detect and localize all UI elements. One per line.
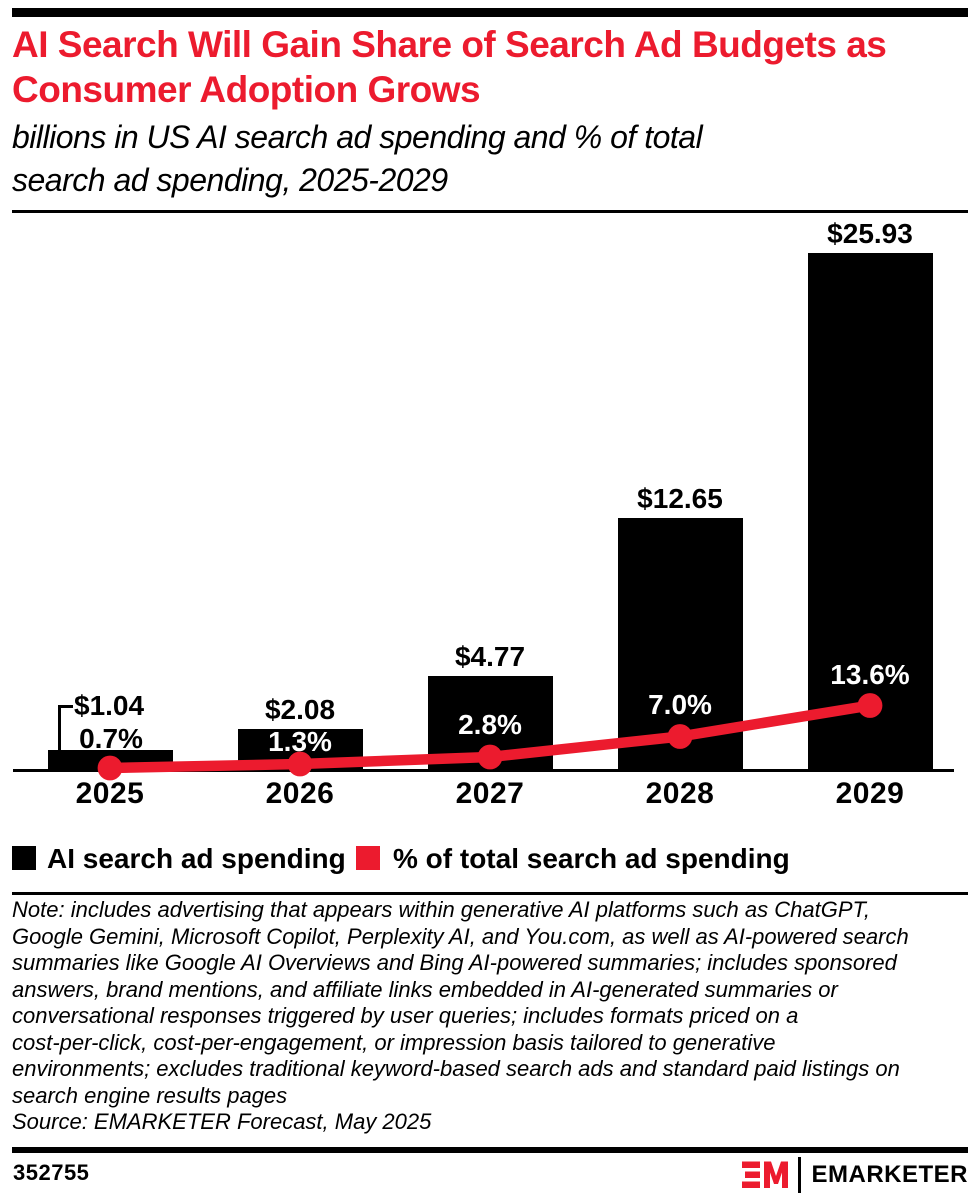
top-rule (12, 8, 968, 17)
x-axis-label-2028: 2028 (645, 777, 715, 810)
x-axis-label-2025: 2025 (75, 777, 145, 810)
note-block: Note: includes advertising that appears … (12, 897, 972, 1136)
combo-chart: $1.04 $2.08 $4.77 $12.65 $25.93 0.7% 1.3% 2.8% 7… (13, 218, 954, 810)
legend-label-bar-series: AI search ad spending (47, 843, 346, 874)
legend-swatch-bar-series (12, 846, 36, 870)
x-axis-label-2027: 2027 (455, 777, 525, 810)
source-text: Source: EMARKETER Forecast, May 2025 (12, 1109, 432, 1134)
bar-2029 (807, 253, 933, 771)
callout-line-horizontal (58, 705, 73, 708)
pct-label-2028: 7.0% (648, 689, 712, 720)
x-axis-label-2029: 2029 (835, 777, 905, 810)
pct-label-2027: 2.8% (458, 709, 522, 740)
header-divider (12, 210, 968, 213)
bar-value-label-2026: $2.08 (264, 694, 336, 726)
pct-label-2026: 1.3% (268, 726, 332, 757)
pct-label-2029: 13.6% (830, 659, 910, 690)
page-title: AI Search Will Gain Share of Search Ad B… (12, 24, 887, 110)
legend-label-line-series: % of total search ad spending (393, 843, 790, 874)
callout-line-vertical (58, 705, 61, 751)
x-axis-label-2026: 2026 (265, 777, 335, 810)
emarketer-logo: EMARKETER (742, 1155, 968, 1195)
note-text: Note: includes advertising that appears … (12, 897, 909, 1108)
bar-2028 (617, 518, 743, 771)
note-divider (12, 892, 968, 895)
bar-value-label-2025: $1.04 (74, 690, 145, 721)
bar-value-label-2029: $25.93 (827, 218, 913, 250)
chart-id: 352755 (13, 1160, 90, 1185)
bar-value-label-2027: $4.77 (454, 640, 526, 672)
em-monogram-icon (742, 1161, 789, 1189)
legend-swatch-line-series (356, 846, 380, 870)
page-subtitle: billions in US AI search ad spending and… (12, 119, 703, 198)
bar-value-label-2028: $12.65 (637, 483, 723, 515)
pct-label-2025: 0.7% (79, 723, 143, 754)
emarketer-wordmark: EMARKETER (811, 1161, 968, 1188)
footer-rule (12, 1147, 968, 1153)
logo-divider (798, 1157, 802, 1193)
